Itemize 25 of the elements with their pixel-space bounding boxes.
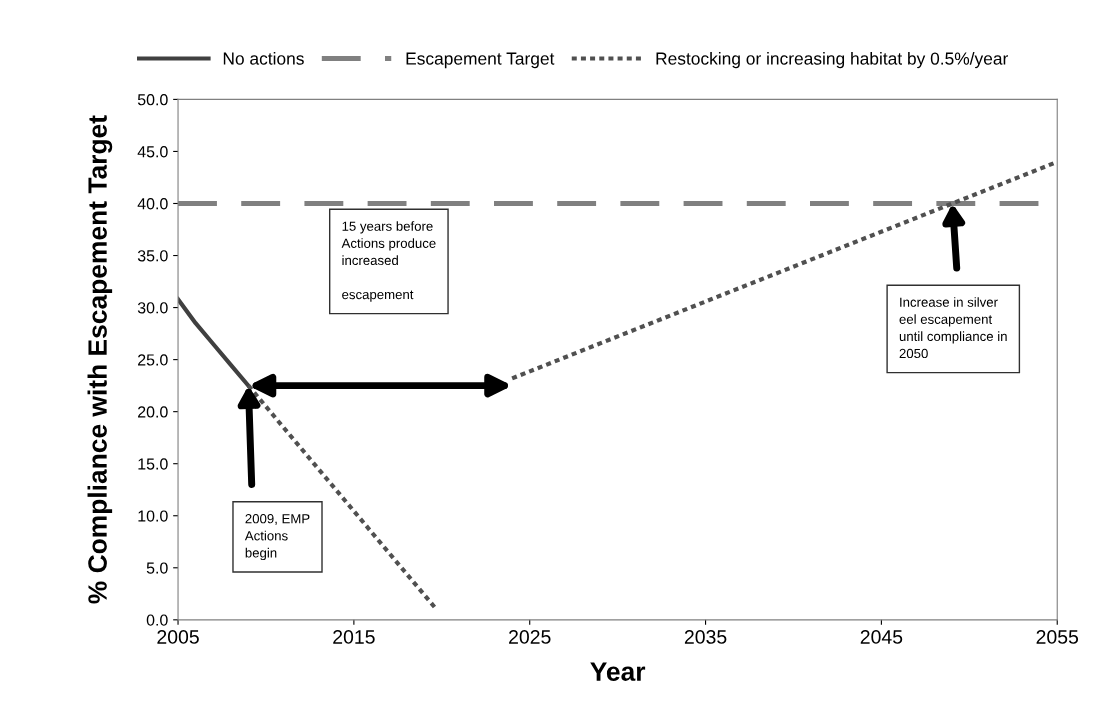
- y-tick-label: 40.0: [137, 198, 168, 210]
- x-tick-label: 2005: [157, 630, 199, 644]
- y-tick-label: 20.0: [138, 406, 168, 418]
- x-tick-label: 2035: [684, 630, 727, 644]
- text: 15 years before Actions produce increased escapement: [341, 221, 436, 302]
- y-tick-label: 0.0: [146, 614, 168, 626]
- x-tick-label: 2055: [1036, 630, 1079, 644]
- y-tick-label: 5.0: [146, 562, 168, 574]
- y-tick-label: 45.0: [137, 146, 168, 158]
- y-tick-label: 30.0: [137, 302, 168, 314]
- legend-label: Escapement Target: [406, 52, 555, 69]
- annotation: 2009, EMP Actions begin: [244, 514, 310, 561]
- x-tick-label: 2045: [860, 630, 903, 644]
- annotation: Increase in silver eel escapement until compliance in 2050: [899, 297, 1007, 359]
- x-tick-label: 2015: [333, 630, 375, 644]
- y-tick-label: 25.0: [138, 354, 168, 366]
- x-axis-title: Year: [590, 662, 646, 681]
- legend-label: No actions: [223, 51, 304, 65]
- legend-label: Restocking or increasing habitat by 0.5%/year: [656, 51, 1008, 69]
- y-tick-label: 35.0: [137, 250, 168, 262]
- x-tick-label: 2025: [509, 630, 551, 644]
- y-tick-label: 50.0: [137, 94, 168, 106]
- y-tick-label: 15.0: [138, 458, 168, 470]
- y-tick-label: 10.0: [138, 510, 168, 522]
- y-axis-title: % Compliance with Escapement Target: [87, 115, 113, 604]
